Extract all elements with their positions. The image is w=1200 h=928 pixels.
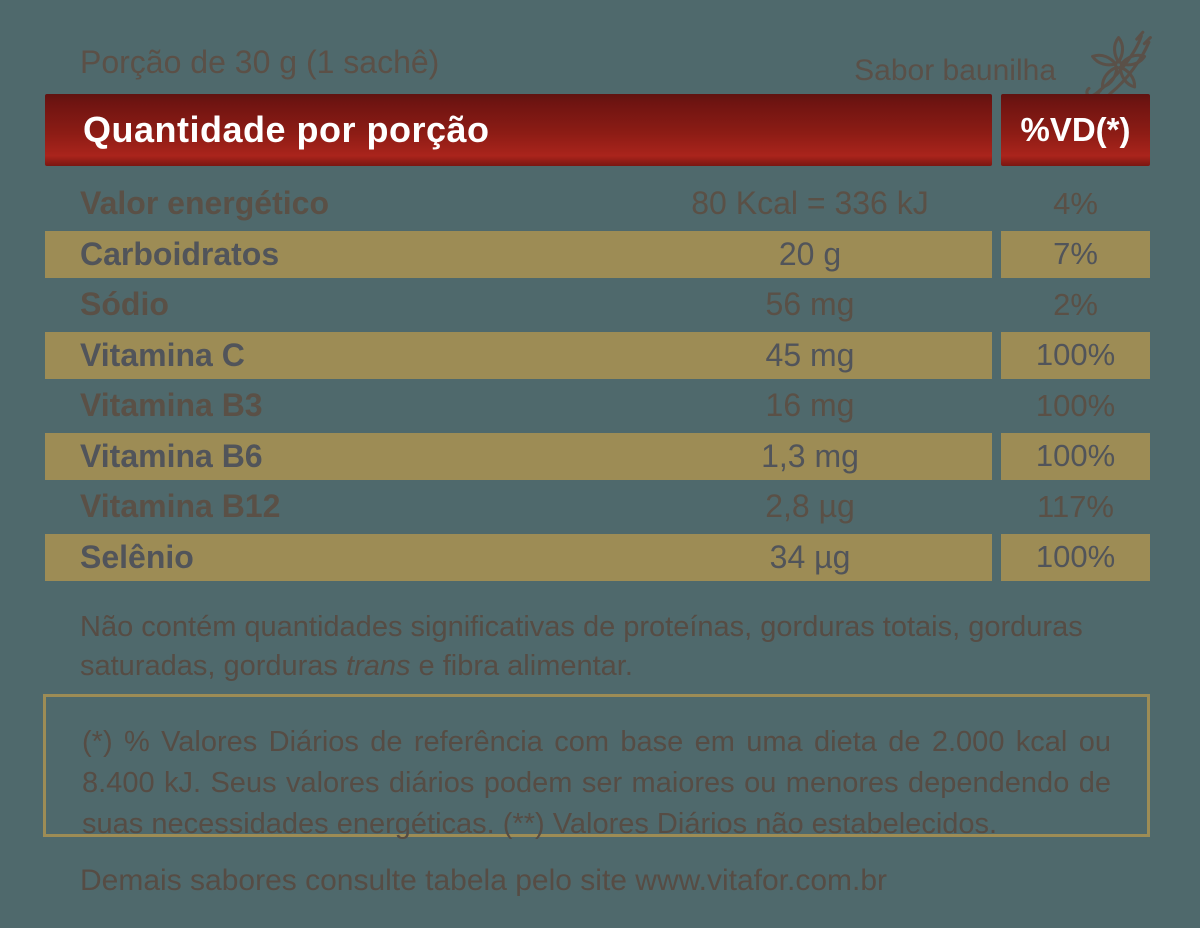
quantity-per-serving-header: Quantidade por porção [45,94,992,166]
table-row: Vitamina C 45 mg 100% [45,331,1150,379]
nutrient-name: Vitamina C [80,336,245,373]
table-row: Carboidratos 20 g 7% [45,230,1150,278]
label-top-row: Porção de 30 g (1 sachê) Sabor baunilha [80,30,1152,102]
table-row: Vitamina B6 1,3 mg 100% [45,432,1150,480]
nutrient-value: 45 mg [765,336,855,373]
nutrient-dv: 100% [1035,387,1116,423]
no-significant-amounts-note: Não contém quantidades significativas de… [80,611,1083,682]
daily-value-header: %VD(*) [1001,94,1150,166]
nutrient-dv: 4% [1053,185,1098,221]
flavor-block: Sabor baunilha [854,30,1152,102]
table-row: Vitamina B12 2,8 µg 117% [45,483,1150,530]
nutrient-value: 20 g [778,235,842,272]
nutrient-value: 34 µg [769,538,851,575]
nutrition-table: Valor energético 80 Kcal = 336 kJ 4% Carb… [45,180,1150,584]
table-header: Quantidade por porção %VD(*) [45,94,1150,166]
nutrient-name: Valor energético [80,185,329,221]
table-row: Valor energético 80 Kcal = 336 kJ 4% [45,180,1150,227]
nutrient-value: 56 mg [765,286,855,322]
nutrient-value: 80 Kcal = 336 kJ [691,185,929,221]
other-flavors-note: Demais sabores consulte tabela pelo site… [80,864,888,897]
nutrient-name: Carboidratos [80,235,280,272]
nutrient-value: 16 mg [765,387,855,423]
nutrient-name: Sódio [80,286,169,322]
nutrient-name: Vitamina B6 [80,437,263,474]
nutrient-dv: 2% [1053,286,1098,322]
nutrient-dv: 117% [1037,488,1114,524]
nutrient-dv: 7% [1053,236,1098,271]
table-row: Selênio 34 µg 100% [45,533,1150,581]
nutrient-value: 1,3 mg [761,437,859,474]
nutrient-dv: 100% [1035,539,1116,574]
daily-values-reference-box: (*) % Valores Diários de referência com … [43,694,1150,840]
nutrient-dv: 100% [1035,438,1116,473]
nutrient-value: 2,8 µg [765,488,855,524]
nutrient-name: Selênio [80,538,194,575]
nutrient-dv: 100% [1035,337,1116,372]
table-row: Vitamina B3 16 mg 100% [45,382,1150,429]
table-row: Sódio 56 mg 2% [45,281,1150,328]
vanilla-flower-icon [1076,30,1152,102]
nutrient-name: Vitamina B12 [80,488,281,524]
serving-size-text: Porção de 30 g (1 sachê) [80,44,440,80]
trans-italic: trans [345,650,411,682]
flavor-text: Sabor baunilha [854,54,1056,87]
nutrient-name: Vitamina B3 [80,387,263,423]
